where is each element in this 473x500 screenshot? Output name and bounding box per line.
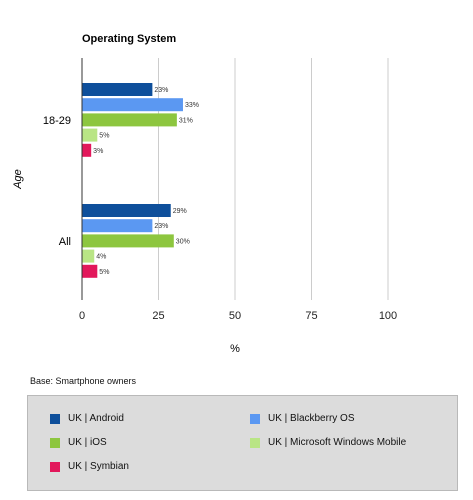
bar [82, 264, 98, 278]
bar [82, 128, 98, 142]
legend-swatch [50, 413, 60, 424]
data-label: 31% [179, 117, 193, 124]
x-axis-title: % [230, 343, 240, 355]
category-label: 18-29 [43, 115, 71, 127]
bar [82, 143, 92, 157]
legend-swatch [250, 437, 260, 448]
data-labels: 23% 33% 31% 5% 3% 29% 23% 30% 4% 5% [93, 87, 199, 276]
data-label: 23% [154, 223, 168, 230]
legend-swatch [50, 437, 60, 448]
base-note: Base: Smartphone owners [30, 376, 137, 386]
y-axis-title: Age [12, 169, 24, 190]
legend-label: UK | Android [68, 413, 124, 424]
bar [82, 204, 171, 217]
legend-swatch [250, 413, 260, 424]
data-label: 30% [176, 238, 190, 245]
bars [82, 83, 183, 278]
bar-chart: Operating System 23% 33% 31% 5% 3% 29% 23% 30% 4… [12, 33, 397, 355]
bar [82, 113, 177, 127]
x-tick-label: 25 [152, 310, 164, 322]
legend-label: UK | Blackberry OS [268, 413, 355, 424]
bar [82, 98, 183, 112]
data-label: 5% [99, 269, 109, 276]
legend-label: UK | iOS [68, 437, 107, 448]
bar [82, 83, 153, 96]
legend-item: UK | Symbian [50, 461, 129, 472]
x-tick-labels: 0 25 50 75 100 [79, 310, 397, 322]
category-labels: 18-29 All [43, 115, 71, 248]
legend-item: UK | iOS [50, 437, 107, 448]
legend: UK | Android UK | Blackberry OS UK | iOS UK… [27, 395, 458, 491]
x-tick-label: 0 [79, 310, 85, 322]
chart-title: Operating System [82, 33, 176, 45]
legend-label: UK | Microsoft Windows Mobile [268, 437, 407, 448]
x-tick-label: 100 [379, 310, 397, 322]
grid-lines [158, 58, 389, 300]
bar [82, 249, 95, 263]
bar [82, 234, 174, 248]
category-label: All [59, 236, 71, 248]
data-label: 3% [93, 148, 103, 155]
legend-item: UK | Microsoft Windows Mobile [250, 437, 406, 448]
data-label: 4% [96, 254, 106, 261]
legend-label: UK | Symbian [68, 461, 129, 472]
legend-swatch [50, 461, 60, 472]
data-label: 5% [99, 133, 109, 140]
legend-item: UK | Android [50, 413, 124, 424]
legend-item: UK | Blackberry OS [250, 413, 355, 424]
x-tick-label: 50 [229, 310, 241, 322]
x-tick-label: 75 [305, 310, 317, 322]
data-label: 29% [173, 208, 187, 215]
bar [82, 219, 153, 233]
data-label: 23% [154, 87, 168, 94]
data-label: 33% [185, 102, 199, 109]
